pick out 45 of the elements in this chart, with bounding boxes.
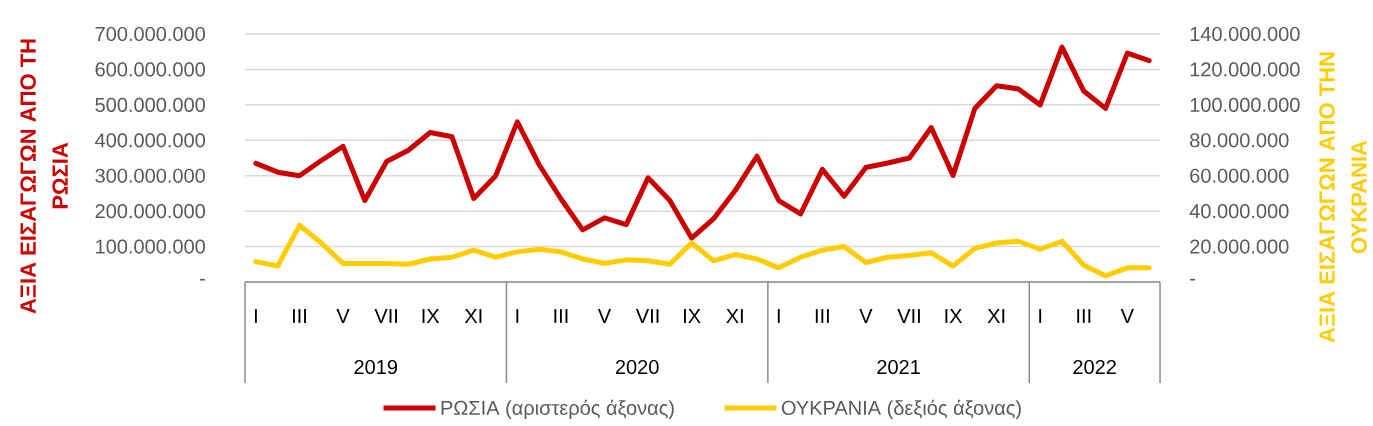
y-tick-label: 500.000.000 bbox=[95, 97, 205, 112]
x-tick-label: V bbox=[859, 309, 873, 323]
x-tick-label: XI bbox=[726, 309, 743, 323]
x-tick-label: III bbox=[1077, 309, 1091, 323]
legend-label: ΡΩΣΙΑ (αριστερός άξονας) bbox=[441, 399, 674, 419]
x-tick-label: I bbox=[516, 309, 519, 323]
x-tick-label: I bbox=[254, 309, 257, 323]
text: 2022 bbox=[1073, 359, 1116, 375]
y-tick-label: 600.000.000 bbox=[95, 62, 205, 77]
y2-axis-title: ΑΞΙΑ ΕΙΣΑΓΩΓΩΝ ΑΠΟ ΤΗΝ ΟΥΚΡΑΝΙΑ bbox=[1319, 52, 1367, 343]
x-tick-label: VII bbox=[635, 309, 659, 323]
y2-tick-label: 100.000.000 bbox=[1190, 97, 1300, 112]
y2-tick-label: 80.000.000 bbox=[1190, 133, 1289, 148]
y2-tick-label: 60.000.000 bbox=[1190, 168, 1289, 183]
x-tick-label: I bbox=[1039, 309, 1042, 323]
y-axis-title: ΑΞΙΑ ΕΙΣΑΓΩΓΩΝ ΑΠΟ ΤΗ ΡΩΣΙΑ bbox=[20, 39, 68, 314]
x-tick-label: I bbox=[777, 309, 780, 323]
x-tick-label: XI bbox=[987, 309, 1005, 323]
x-tick-label: VII bbox=[897, 309, 920, 323]
y-tick-label: 300.000.000 bbox=[95, 168, 205, 183]
x-tick-label: IX bbox=[422, 309, 440, 323]
x-tick-label: VII bbox=[374, 309, 397, 323]
x-tick-label: V bbox=[336, 309, 350, 323]
x-tick-label: IX bbox=[945, 309, 963, 323]
x-tick-label: III bbox=[554, 309, 568, 323]
y2-tick-label: 40.000.000 bbox=[1189, 204, 1289, 219]
y2-tick-label: - bbox=[1190, 278, 1195, 281]
y-tick-label: 700.000.000 bbox=[95, 26, 205, 42]
y-tick-label: - bbox=[200, 278, 205, 281]
y-tick-label: 100.000.000 bbox=[96, 239, 205, 254]
x-tick-label: III bbox=[292, 309, 306, 323]
text: 2021 bbox=[877, 359, 920, 375]
y-tick-label: 200.000.000 bbox=[95, 204, 205, 219]
x-tick-label: V bbox=[1120, 309, 1134, 323]
legend-label: ΟΥΚΡΑΝΙΑ (δεξιός άξονας) bbox=[781, 399, 1021, 419]
y2-tick-label: 120.000.000 bbox=[1190, 62, 1300, 77]
text: 2019 bbox=[354, 359, 397, 375]
x-tick-label: V bbox=[597, 309, 612, 323]
y2-tick-label: 20.000.000 bbox=[1190, 239, 1289, 254]
x-tick-label: XI bbox=[464, 309, 482, 323]
y2-tick-label: 140.000.000 bbox=[1190, 26, 1300, 42]
y-tick-label: 400.000.000 bbox=[95, 133, 205, 148]
text: 2020 bbox=[615, 359, 659, 375]
x-tick-label: IX bbox=[684, 309, 701, 323]
x-tick-label: III bbox=[815, 309, 829, 323]
